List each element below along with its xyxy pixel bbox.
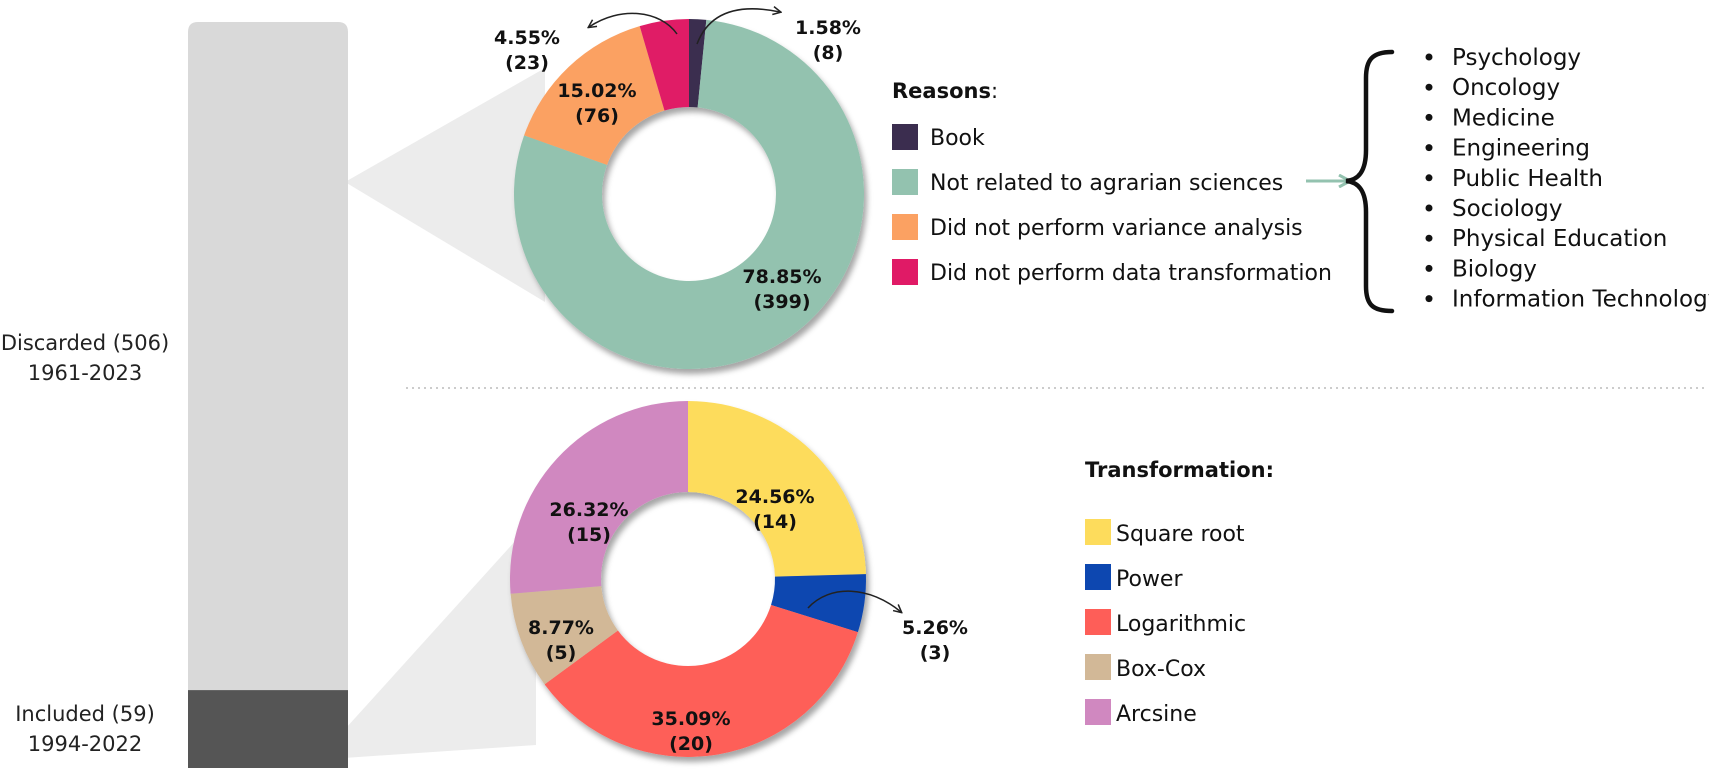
legend-reasons-swatch (892, 124, 918, 150)
legend-reasons-label: Did not perform variance analysis (930, 216, 1303, 241)
related-field-item: Information Technology (1452, 287, 1709, 313)
transformation-slice-logarithmic (544, 604, 858, 757)
donut-transformation (510, 401, 866, 757)
reasons-slice-not-related-to-agrarian-sciences (513, 19, 864, 370)
legend-reasons-swatch (892, 214, 918, 240)
transformation-label-logarithmic-percent: 35.09% (651, 708, 730, 730)
bar-label-discarded: Discarded (506) (1, 331, 169, 355)
transformation-label-box-cox-percent: 8.77% (528, 617, 594, 639)
transformation-label-square-root-count: (14) (753, 511, 797, 533)
legend-reasons-swatch (892, 259, 918, 285)
reasons-label-book-count: (8) (813, 42, 844, 64)
reasons-label-not-related-percent: 78.85% (742, 266, 821, 288)
legend-transformation-swatch (1085, 564, 1111, 590)
legend-transformation-label: Box-Cox (1116, 657, 1206, 682)
curly-brace (1345, 49, 1395, 314)
bar-label-discarded-years: 1961-2023 (28, 361, 142, 385)
zoom-connector-included (344, 518, 536, 758)
legend-transformation-swatch (1085, 609, 1111, 635)
transformation-label-arcsine-percent: 26.32% (549, 499, 628, 521)
related-field-item: Sociology (1452, 196, 1562, 222)
legend-transformation-swatch (1085, 519, 1111, 545)
legend-reasons-label: Not related to agrarian sciences (930, 171, 1283, 196)
transformation-label-power-percent: 5.26% (902, 617, 968, 639)
bullet-icon (1425, 295, 1433, 303)
bar-segment-discarded (188, 22, 348, 691)
legend-transformation-swatch (1085, 654, 1111, 680)
bar-segment-included (188, 690, 348, 768)
transformation-slice-square-root (688, 401, 866, 577)
related-field-item: Physical Education (1452, 226, 1667, 252)
transformation-slice-arcsine (510, 401, 688, 594)
bullet-icon (1425, 174, 1433, 182)
zoom-connector-discarded (345, 68, 545, 302)
bullet-icon (1425, 83, 1433, 91)
donut-labels: 1.58% (8) 78.85% (399) 15.02% (76) 4.55% (23) 24… (494, 17, 968, 755)
bullet-icon (1425, 53, 1433, 61)
transformation-label-square-root-percent: 24.56% (735, 486, 814, 508)
reasons-label-not-related-count: (399) (753, 291, 810, 313)
related-field-item: Biology (1452, 256, 1537, 282)
legend-reasons-swatch (892, 169, 918, 195)
legend-transformation-label: Square root (1116, 522, 1245, 547)
callout-arrow-book (696, 9, 780, 45)
related-field-item: Psychology (1452, 45, 1581, 71)
reasons-slice-did-not-perform-data-transformation (639, 19, 689, 111)
legend-transformation-label: Logarithmic (1116, 612, 1246, 637)
transformation-slice-box-cox (510, 586, 618, 685)
legend-transformation-label: Arcsine (1116, 702, 1197, 727)
transformation-slice-power (771, 574, 866, 633)
legend-transformation-swatch (1085, 699, 1111, 725)
donut-reasons (513, 19, 864, 370)
reasons-label-book-percent: 1.58% (795, 17, 861, 39)
callout-arrow-power (807, 590, 901, 612)
reasons-label-variance-count: (76) (575, 105, 619, 127)
bullet-icon (1425, 264, 1433, 272)
bullet-icon (1425, 234, 1433, 242)
legend-reasons: Reasons: Book Not related to agrarian scie… (892, 79, 1332, 286)
bar-label-included: Included (59) (15, 702, 155, 726)
legend-reasons-label: Book (930, 126, 985, 151)
reasons-slice-did-not-perform-variance-analysis (524, 26, 665, 165)
legend-transformation: Transformation: Square root Power Logarithm… (1085, 458, 1274, 727)
bar-label-included-years: 1994-2022 (28, 732, 142, 756)
bullet-icon (1425, 144, 1433, 152)
reasons-label-data-transformation-count: (23) (505, 52, 549, 74)
bullet-icon (1425, 113, 1433, 121)
related-field-item: Medicine (1452, 105, 1555, 131)
legend-transformation-label: Power (1116, 567, 1183, 592)
transformation-label-box-cox-count: (5) (546, 642, 577, 664)
legend-reasons-label: Did not perform data transformation (930, 261, 1332, 286)
related-field-item: Oncology (1452, 75, 1560, 101)
transformation-label-logarithmic-count: (20) (669, 733, 713, 755)
related-fields-list: Psychology Oncology Medicine Engineering Pub… (1425, 45, 1709, 313)
related-field-item: Public Health (1452, 166, 1603, 192)
legend-reasons-title: Reasons: (892, 79, 998, 103)
transformation-label-power-count: (3) (920, 642, 951, 664)
callout-arrow-data-transformation (589, 12, 678, 35)
legend-transformation-title: Transformation: (1085, 458, 1274, 482)
transformation-label-arcsine-count: (15) (567, 524, 611, 546)
stacked-bar: Discarded (506) 1961-2023 Included (59) 199… (1, 22, 348, 768)
related-field-item: Engineering (1452, 136, 1590, 162)
reasons-label-variance-percent: 15.02% (557, 80, 636, 102)
bullet-icon (1425, 204, 1433, 212)
reasons-label-data-transformation-percent: 4.55% (494, 27, 560, 49)
reasons-slice-book (689, 19, 707, 108)
